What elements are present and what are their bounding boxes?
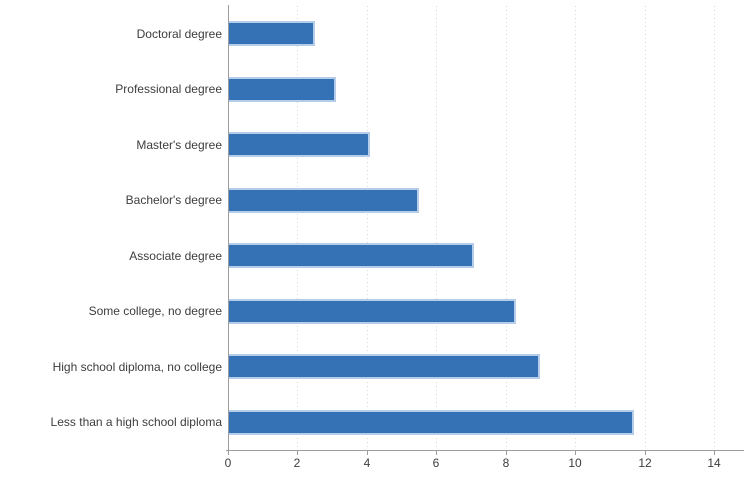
x-axis-line [226,450,744,451]
x-tick-label: 8 [502,456,510,470]
category-label: Less than a high school diploma [50,415,222,429]
bar [228,188,419,213]
x-axis-tick-mark [228,450,229,455]
bar [228,243,474,268]
category-axis-labels: Doctoral degree Professional degree Master… [0,0,222,480]
x-axis-tick-mark [645,450,646,455]
x-tick-label: 0 [224,456,232,470]
x-axis-tick-mark [367,450,368,455]
category-label: Some college, no degree [88,304,222,318]
x-axis-tick-mark [714,450,715,455]
bar [228,354,540,379]
y-axis-line [228,5,229,450]
gridline [367,6,368,450]
x-tick-label: 4 [363,456,371,470]
x-tick-label: 10 [568,456,582,470]
bar [228,410,634,435]
category-label: Associate degree [129,249,222,263]
category-label: High school diploma, no college [52,360,222,374]
bar [228,21,315,46]
x-tick-label: 6 [432,456,440,470]
x-tick-label: 14 [707,456,721,470]
x-axis-tick-mark [575,450,576,455]
bar [228,299,516,324]
gridline [436,6,437,450]
bar [228,132,370,157]
x-axis-tick-mark [436,450,437,455]
category-label: Master's degree [136,138,222,152]
gridline [506,6,507,450]
gridline [645,6,646,450]
category-label: Doctoral degree [136,27,222,41]
x-tick-label: 12 [638,456,652,470]
gridline [714,6,715,450]
category-label: Professional degree [115,82,222,96]
x-axis-tick-mark [297,450,298,455]
bar [228,77,336,102]
x-axis-tick-mark [506,450,507,455]
category-label: Bachelor's degree [125,193,222,207]
x-tick-label: 2 [293,456,301,470]
gridline [297,6,298,450]
gridline [575,6,576,450]
plot-area [228,6,715,450]
